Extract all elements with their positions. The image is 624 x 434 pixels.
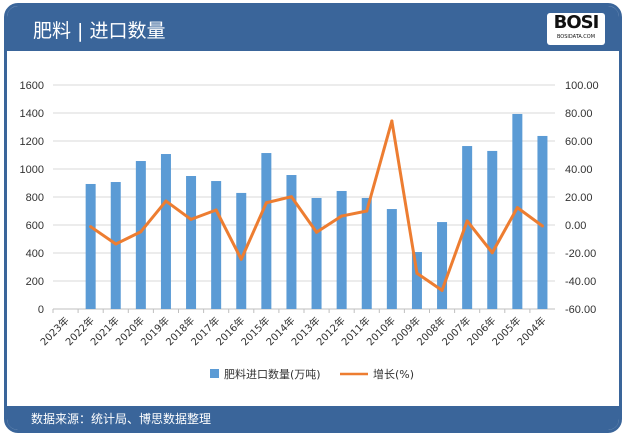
bar bbox=[411, 252, 422, 309]
logo-text: BOSI bbox=[553, 12, 600, 33]
left-tick-label: 800 bbox=[26, 192, 44, 204]
right-tick-label: 100.00 bbox=[565, 80, 599, 92]
growth-point bbox=[340, 214, 344, 218]
bar bbox=[85, 183, 96, 309]
growth-point bbox=[189, 217, 193, 221]
bar bbox=[311, 197, 322, 309]
growth-point bbox=[390, 119, 394, 123]
growth-point bbox=[114, 242, 118, 246]
growth-point bbox=[490, 251, 494, 255]
legend: 肥料进口数量(万吨) 增长(%) bbox=[210, 367, 414, 381]
right-tick-label: 0.00 bbox=[565, 220, 586, 232]
bar bbox=[437, 222, 448, 309]
data-source: 数据来源：统计局、博思数据整理 bbox=[31, 412, 212, 426]
growth-point bbox=[365, 209, 369, 213]
bar bbox=[336, 190, 347, 309]
legend-bar-label: 肥料进口数量(万吨) bbox=[224, 367, 321, 381]
growth-point bbox=[465, 219, 469, 223]
growth-point bbox=[89, 225, 93, 229]
left-tick-label: 200 bbox=[26, 276, 44, 288]
bar bbox=[512, 113, 523, 309]
left-tick-label: 1400 bbox=[20, 108, 44, 120]
logo-subtext: BOSIDATA.COM bbox=[556, 34, 596, 40]
growth-point bbox=[264, 201, 268, 205]
left-tick-label: 400 bbox=[26, 248, 44, 260]
growth-point bbox=[315, 230, 319, 234]
bar bbox=[160, 154, 171, 309]
left-tick-label: 0 bbox=[38, 304, 44, 316]
growth-point bbox=[214, 208, 218, 212]
bar bbox=[487, 150, 498, 309]
bar bbox=[286, 175, 297, 309]
bar bbox=[186, 176, 197, 309]
right-tick-label: 60.00 bbox=[565, 136, 593, 148]
bar bbox=[135, 161, 146, 309]
footer-bar: 数据来源：统计局、博思数据整理 bbox=[7, 406, 619, 430]
growth-point bbox=[415, 271, 419, 275]
right-tick-label: 80.00 bbox=[565, 108, 593, 120]
growth-point bbox=[515, 206, 519, 210]
left-tick-label: 1000 bbox=[20, 164, 44, 176]
legend-line-label: 增长(%) bbox=[373, 367, 414, 381]
bar bbox=[236, 192, 247, 309]
growth-point bbox=[139, 230, 143, 234]
header-bar: 肥料 | 进口数量 BOSI BOSIDATA.COM bbox=[7, 6, 619, 51]
right-tick-label: -60.00 bbox=[565, 304, 596, 316]
left-tick-label: 1200 bbox=[20, 136, 44, 148]
bosi-logo: BOSI BOSIDATA.COM bbox=[547, 13, 605, 45]
growth-point bbox=[289, 195, 293, 199]
right-tick-label: -20.00 bbox=[565, 248, 596, 260]
bar bbox=[537, 135, 548, 309]
bar bbox=[462, 146, 473, 309]
bar bbox=[361, 197, 372, 309]
growth-point bbox=[540, 224, 544, 228]
page-title: 肥料 | 进口数量 bbox=[33, 20, 166, 42]
bar bbox=[386, 209, 397, 309]
right-tick-label: 20.00 bbox=[565, 192, 593, 204]
growth-point bbox=[440, 288, 444, 292]
growth-point bbox=[164, 199, 168, 203]
right-tick-label: 40.00 bbox=[565, 164, 593, 176]
legend-bar-swatch bbox=[210, 369, 219, 378]
left-tick-label: 600 bbox=[26, 220, 44, 232]
bar bbox=[261, 153, 272, 309]
left-tick-label: 1600 bbox=[20, 80, 44, 92]
right-tick-label: -40.00 bbox=[565, 276, 596, 288]
growth-point bbox=[239, 257, 243, 261]
bar bbox=[211, 181, 222, 309]
x-tick-label: 2004年 bbox=[514, 314, 548, 348]
